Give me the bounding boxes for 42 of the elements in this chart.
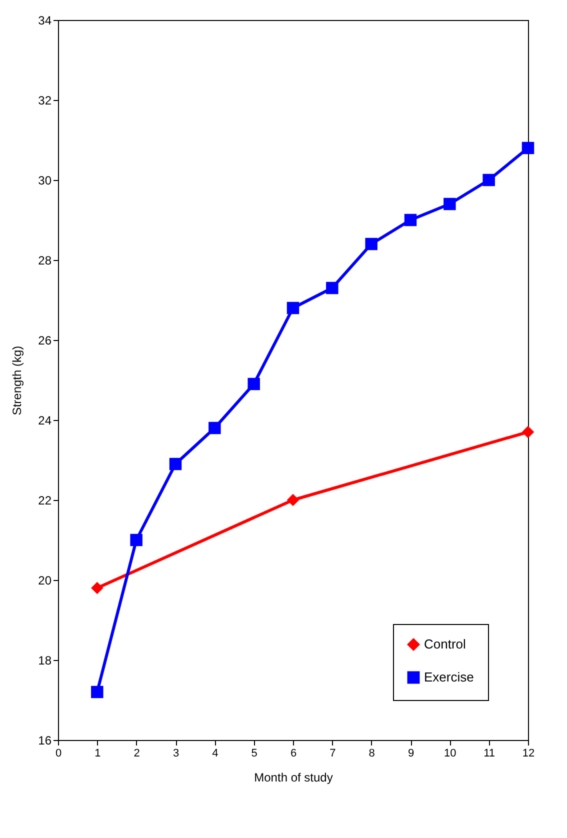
point xyxy=(444,198,456,210)
point xyxy=(482,174,495,186)
x-tick-label: 10 xyxy=(444,748,456,760)
y-tick-label: 32 xyxy=(38,94,52,108)
point xyxy=(91,686,104,698)
x-axis-title: Month of study xyxy=(254,770,333,784)
x-tick-label: 12 xyxy=(522,748,535,760)
y-tick-label: 34 xyxy=(38,14,52,28)
x-tick-label: 9 xyxy=(408,748,414,760)
point xyxy=(248,378,260,390)
point xyxy=(130,534,142,546)
x-tick-label: 11 xyxy=(484,748,496,760)
point xyxy=(522,142,534,154)
x-tick-label: 3 xyxy=(172,748,180,760)
x-tick-label: 1 xyxy=(94,748,101,760)
y-axis-title: Strength (kg) xyxy=(10,346,24,416)
point xyxy=(522,426,534,438)
x-tick-label: 2 xyxy=(134,748,140,760)
point xyxy=(208,422,221,434)
y-tick-label: 20 xyxy=(38,574,52,588)
point xyxy=(286,302,300,314)
point xyxy=(91,582,104,594)
point xyxy=(286,494,300,506)
y-tick-label: 18 xyxy=(38,654,52,668)
y-tick-label: 30 xyxy=(38,174,52,188)
legend-label: Control xyxy=(424,636,466,652)
y-tick-label: 26 xyxy=(38,334,52,348)
x-tick-label: 6 xyxy=(290,748,297,760)
point xyxy=(404,214,417,226)
x-tick-label: 4 xyxy=(212,748,218,760)
y-tick-label: 22 xyxy=(38,494,52,508)
x-tick-label: 0 xyxy=(55,748,62,760)
point xyxy=(169,458,182,470)
point xyxy=(365,238,378,250)
y-tick-label: 28 xyxy=(38,254,52,268)
x-tick-label: 7 xyxy=(330,748,336,760)
y-tick-label: 16 xyxy=(38,734,52,748)
y-tick-label: 24 xyxy=(38,414,52,428)
legend-label: Exercise xyxy=(424,670,474,684)
x-tick-label: 5 xyxy=(251,748,258,760)
point xyxy=(326,282,338,294)
x-tick-label: 8 xyxy=(368,748,375,760)
